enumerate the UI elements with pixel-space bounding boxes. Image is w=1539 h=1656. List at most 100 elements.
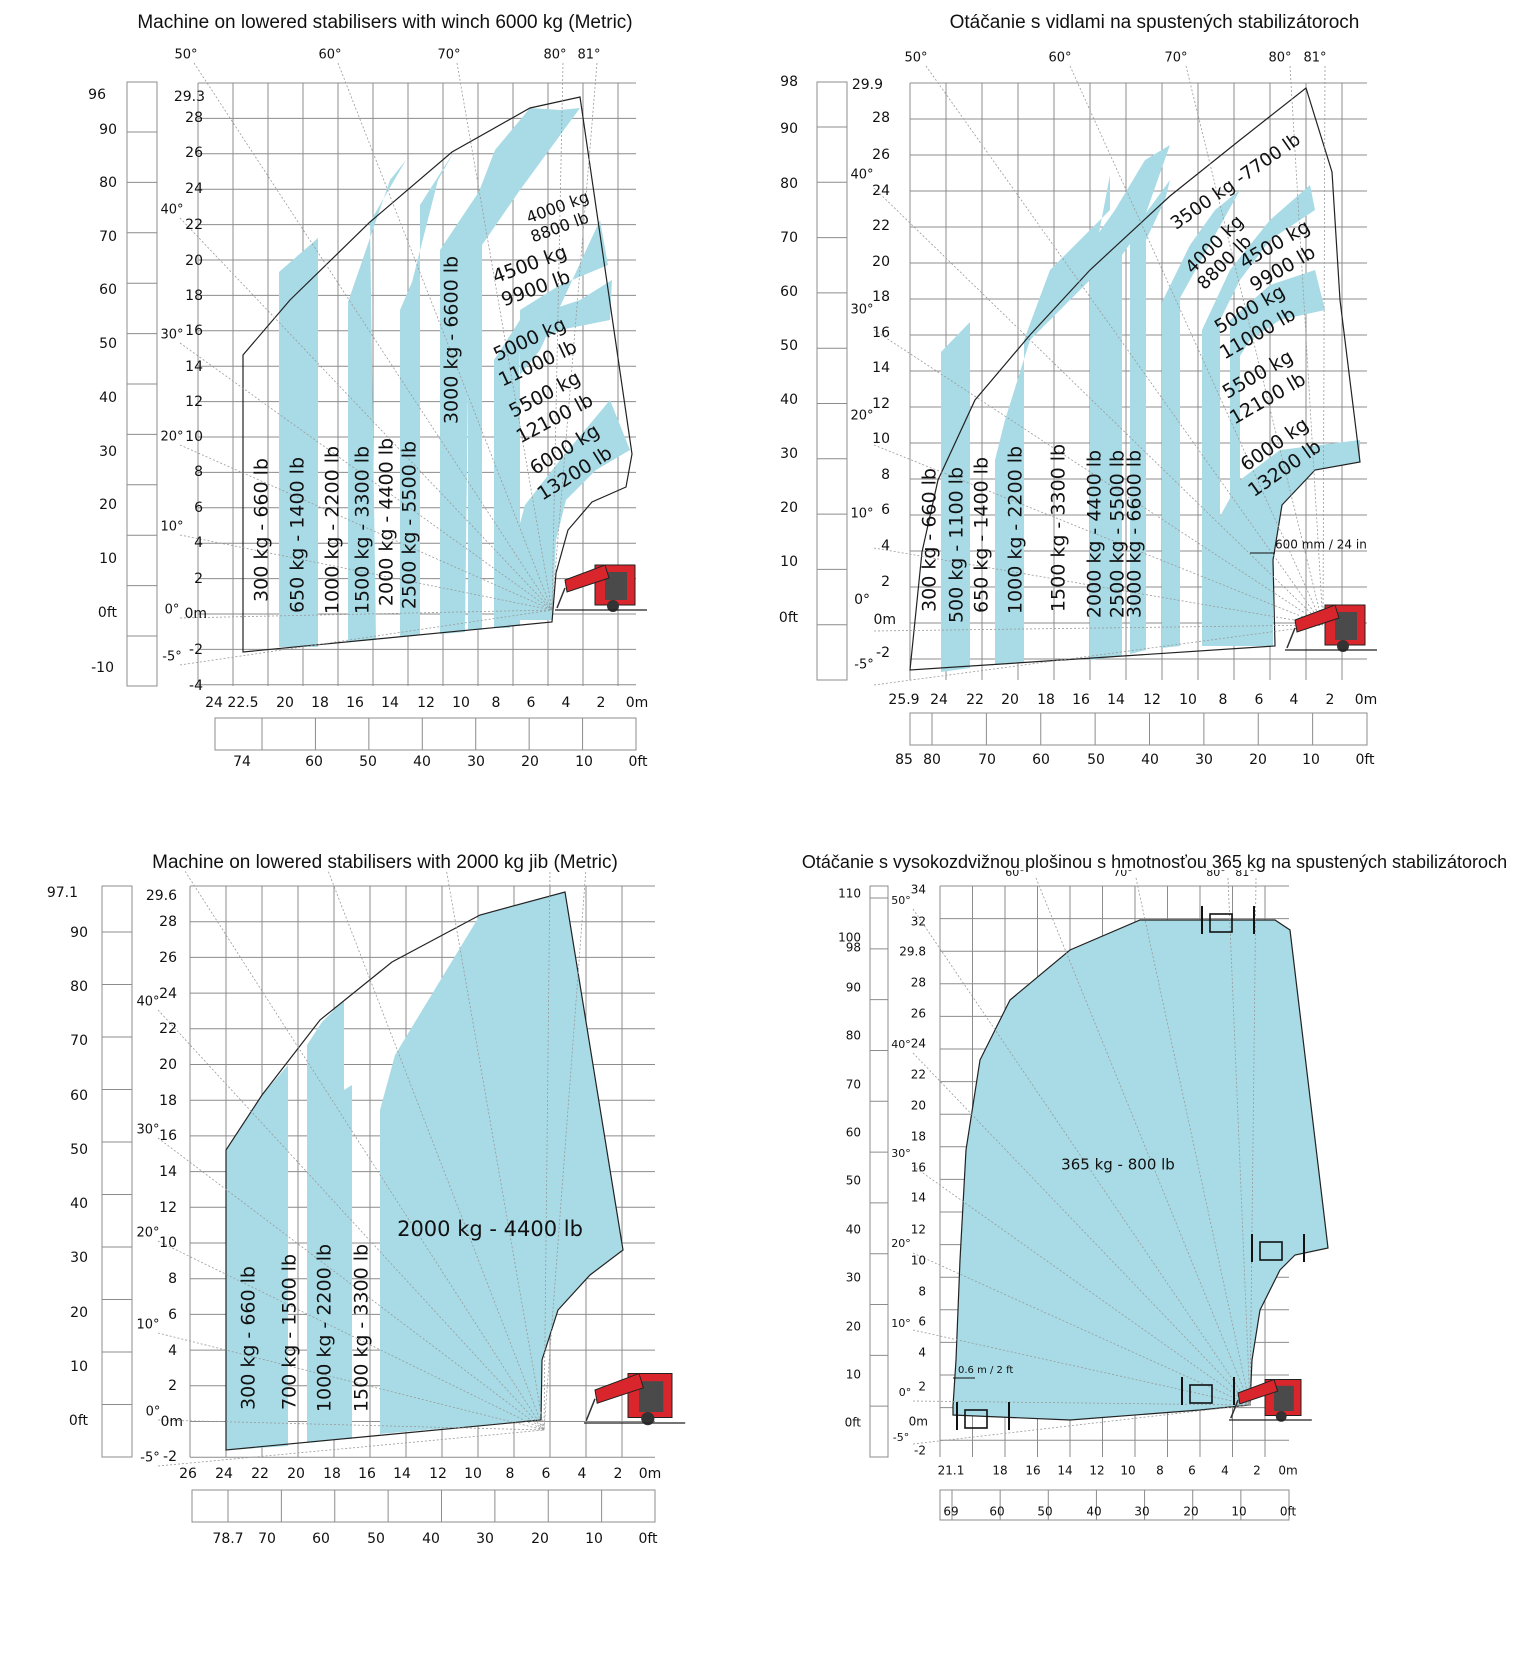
y-tick-label-ft: 60 <box>70 1088 88 1104</box>
y-tick-label-ft: 20 <box>780 500 798 516</box>
load-zone <box>348 160 406 642</box>
y-tick-label-m: 14 <box>872 360 890 376</box>
y-tick-label-m: 8 <box>881 467 890 483</box>
x-tick-label-ft: 10 <box>585 1531 603 1547</box>
angle-label: -5° <box>162 650 181 665</box>
y-tick-label-m: 20 <box>185 253 203 269</box>
x-tick-label-ft: 74 <box>233 754 251 770</box>
y-tick-label-m: 6 <box>881 502 890 518</box>
chart-body: 26 24 22 20 18 16 14 12 10 8 6 4 2 0m29.6282624222018… <box>47 870 686 1547</box>
angle-lines <box>873 65 1326 686</box>
load-chart-svg: 21.1 18 16 14 12 10 8 6 4 2 0m343229.8282624222018… <box>838 870 1329 1521</box>
angle-label: 70° <box>437 48 460 63</box>
y-tick-label-m: 24 <box>872 183 890 199</box>
x-tick-label-m: 16 <box>358 1466 376 1482</box>
y-tick-label-m: 8 <box>168 1271 177 1287</box>
y-tick-label-ft: 80 <box>99 175 117 191</box>
feet-scale-horizontal <box>214 717 637 751</box>
y-tick-label-ft: 100 <box>838 931 861 945</box>
y-tick-label-ft: 80 <box>780 176 798 192</box>
angle-line <box>543 870 551 1431</box>
x-tick-label-m: 20 <box>1001 692 1019 708</box>
load-zone <box>510 400 630 620</box>
angle-label: -5° <box>893 1431 909 1444</box>
series-label: 300 kg - 660 lb <box>251 458 273 602</box>
x-tick-label-ft: 30 <box>1195 752 1213 768</box>
angle-line <box>157 1429 545 1467</box>
load-zone <box>344 1085 352 1439</box>
y-tick-label-m: 12 <box>159 1200 177 1216</box>
y-tick-label-m: 18 <box>911 1130 926 1144</box>
chart-panel-winch: Machine on lowered stabilisers with winc… <box>0 0 770 820</box>
load-zone <box>953 920 1328 1420</box>
x-tick-label-m: 6 <box>1255 692 1264 708</box>
x-tick-label-ft: 60 <box>312 1531 330 1547</box>
y-tick-label-m: 22 <box>911 1068 926 1082</box>
y-tick-label-ft: 30 <box>70 1250 88 1266</box>
load-zone <box>1130 180 1170 654</box>
angle-label: 10° <box>891 1317 911 1330</box>
y-tick-label-m: 28 <box>185 110 203 126</box>
x-tick-label-ft: 10 <box>575 754 593 770</box>
angle-label: 30° <box>136 1123 159 1138</box>
x-tick-label-ft: 0ft <box>628 754 648 770</box>
angle-line <box>456 62 553 611</box>
angle-line <box>873 187 1324 626</box>
chart-body: 21.1 18 16 14 12 10 8 6 4 2 0m343229.8282624222018… <box>838 870 1329 1521</box>
y-tick-label-ft: 10 <box>99 551 117 567</box>
x-tick-label-m: 12 <box>1089 1464 1104 1478</box>
y-tick-label-ft: 30 <box>99 444 117 460</box>
machine-stabiliser <box>1286 627 1296 649</box>
angle-label: 70° <box>1164 51 1187 66</box>
x-tick-label-m: 22 <box>966 692 984 708</box>
series-label: 2000 kg - 4400 lb <box>376 438 398 606</box>
y-tick-label-m: 16 <box>911 1161 926 1175</box>
feet-scale-horizontal <box>909 712 1368 746</box>
x-tick-label-m: 26 <box>179 1466 197 1482</box>
y-tick-label-ft: 90 <box>70 925 88 941</box>
y-tick-label-ft: 50 <box>780 338 798 354</box>
x-tick-label-m: 8 <box>1156 1464 1164 1478</box>
y-tick-label-m: 20 <box>911 1099 926 1113</box>
load-zone <box>440 190 480 634</box>
x-tick-label-m: 4 <box>562 695 571 711</box>
x-tick-label-m: 12 <box>1143 692 1161 708</box>
series-label: 700 kg - 1500 lb <box>279 1254 301 1410</box>
load-zone <box>941 322 970 672</box>
chart-body: 25.9 24 22 20 18 16 14 12 10 8 6 4 2 0m29.92826242220… <box>779 51 1377 769</box>
angle-label: 60° <box>318 48 341 63</box>
y-tick-label-m: 29.8 <box>899 945 926 959</box>
angle-label: 10° <box>160 520 183 535</box>
x-tick-label-m: 0m <box>639 1466 662 1482</box>
load-zone <box>307 1000 344 1443</box>
y-tick-label-m: 18 <box>872 289 890 305</box>
y-tick-label-m: 34 <box>911 883 926 897</box>
x-tick-label-m: 22.5 <box>227 695 258 711</box>
y-tick-label-ft: 20 <box>846 1320 861 1334</box>
x-tick-label-ft: 60 <box>989 1505 1004 1519</box>
load-chart-svg: 24 22.5 20 18 16 14 12 10 8 6 4 2 0m29.3282624222018… <box>88 48 648 771</box>
angle-label: 20° <box>160 430 183 445</box>
telehandler-machine <box>1229 1378 1312 1422</box>
load-zone <box>226 1065 288 1450</box>
y-tick-label-m: -2 <box>914 1444 926 1458</box>
series-label: 300 kg - 660 lb <box>919 468 941 612</box>
angle-lines <box>179 62 598 666</box>
angle-line <box>873 329 1324 626</box>
angle-line <box>873 444 1324 626</box>
y-tick-label-m: 32 <box>911 915 926 929</box>
machine-window <box>1274 1385 1294 1411</box>
x-tick-label-m: 8 <box>506 1466 515 1482</box>
y-tick-label-m: 16 <box>185 323 203 339</box>
load-zone <box>1090 145 1170 660</box>
angle-label: 60° <box>1048 51 1071 66</box>
y-tick-label-m: 29.6 <box>146 888 177 904</box>
angle-line <box>551 62 564 611</box>
y-tick-label-m: 12 <box>185 394 203 410</box>
x-tick-label-ft: 40 <box>1086 1505 1101 1519</box>
y-tick-label-m: 10 <box>872 431 890 447</box>
y-tick-label-ft: 20 <box>70 1305 88 1321</box>
platform-basket <box>1209 913 1233 933</box>
angle-line <box>157 1137 545 1431</box>
working-envelope <box>952 919 1329 1421</box>
